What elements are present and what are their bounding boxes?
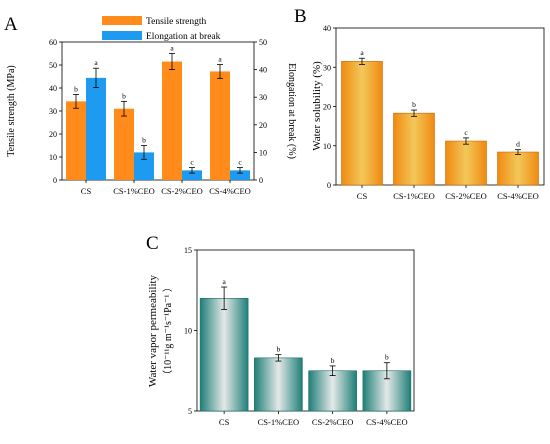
chart-a-ytick-label: 10: [49, 153, 57, 162]
chart-b-ylabel: Water solubility (%): [311, 61, 323, 151]
chart-c-significance-label: b: [331, 356, 335, 365]
chart-a-category-label: CS-2%CEO: [161, 186, 203, 196]
chart-a: Tensile strength (MPa) Elongation at bre…: [6, 16, 297, 196]
chart-c-category-label: CS-1%CEO: [258, 417, 300, 427]
chart-c: Water vapor permeability （10⁻¹¹g m⁻¹s⁻¹P…: [147, 246, 415, 427]
chart-a-significance-label: a: [218, 55, 222, 64]
chart-a-significance-label: a: [94, 58, 98, 67]
legend-label-tensile: Tensile strength: [146, 17, 207, 27]
chart-c-ylabel-line1: Water vapor permeability: [147, 274, 159, 387]
chart-a-y2tick-label: 10: [259, 148, 267, 157]
chart-b: Water solubility (%) 0 10 20 30 40 CS a CS-1%CE…: [311, 24, 545, 201]
chart-b-bar: [393, 112, 435, 186]
chart-a-ytick-label: 30: [49, 107, 57, 116]
chart-b-significance-label: b: [412, 100, 416, 109]
legend-swatch-tensile: [102, 16, 142, 25]
chart-c-bar: [199, 297, 249, 412]
chart-b-significance-label: c: [464, 128, 468, 137]
chart-a-y2tick-label: 0: [259, 176, 263, 185]
chart-a-ytick-label: 50: [49, 61, 57, 70]
chart-c-category-label: CS-2%CEO: [312, 417, 354, 427]
chart-b-bar: [445, 140, 487, 186]
chart-a-ytick-label: 60: [49, 38, 57, 47]
chart-b-category-label: CS-4%CEO: [497, 191, 539, 201]
chart-a-bar: [210, 71, 230, 180]
chart-b-bar: [341, 61, 383, 186]
chart-c-significance-label: b: [277, 345, 281, 354]
legend-label-elongation: Elongation at break: [146, 32, 221, 42]
chart-c-ytick-label: 5: [188, 407, 192, 416]
chart-c-bar: [362, 370, 412, 412]
chart-a-category-label: CS-4%CEO: [209, 186, 251, 196]
chart-a-category-label: CS: [81, 186, 92, 196]
chart-b-ytick-label: 30: [323, 63, 331, 72]
chart-a-bar: [134, 152, 154, 180]
chart-a-ylabel: Tensile strength (MPa): [6, 65, 17, 157]
chart-a-bar: [114, 108, 134, 180]
chart-b-category-label: CS: [357, 191, 368, 201]
chart-b-ytick-label: 10: [323, 142, 331, 151]
chart-a-bar: [230, 170, 250, 180]
chart-a-y2tick-label: 40: [259, 66, 267, 75]
legend-swatch-elongation: [102, 31, 142, 40]
chart-a-significance-label: b: [74, 84, 78, 93]
chart-c-bar: [254, 357, 303, 412]
chart-b-bar: [497, 151, 539, 186]
chart-c-category-label: CS-4%CEO: [366, 417, 408, 427]
chart-a-bar: [182, 170, 202, 180]
chart-b-category-label: CS-2%CEO: [445, 191, 487, 201]
chart-a-ytick-label: 0: [53, 176, 57, 185]
chart-b-ytick-label: 20: [323, 103, 331, 112]
chart-a-y2label: Elongation at break (%): [286, 63, 297, 159]
chart-b-ytick-label: 0: [327, 181, 331, 190]
chart-a-significance-label: c: [238, 158, 242, 167]
chart-a-bar: [162, 61, 182, 180]
chart-a-y2tick-label: 30: [259, 93, 267, 102]
panel-letter-c: C: [146, 233, 159, 254]
panel-letter-a: A: [4, 14, 18, 35]
chart-b-significance-label: d: [516, 140, 520, 149]
chart-a-y2tick-label: 50: [259, 38, 267, 47]
chart-c-bar: [308, 370, 357, 412]
chart-a-significance-label: a: [170, 44, 174, 53]
chart-c-ylabel-line2: （10⁻¹¹g m⁻¹s⁻¹Pa⁻¹ ）: [162, 282, 174, 380]
chart-c-ytick-label: 15: [184, 246, 192, 255]
chart-a-bar: [86, 77, 106, 180]
chart-a-bar: [66, 101, 86, 180]
chart-a-category-label: CS-1%CEO: [113, 186, 155, 196]
chart-a-y2tick-label: 20: [259, 121, 267, 130]
chart-c-category-label: CS: [219, 417, 230, 427]
panel-letter-b: B: [294, 6, 307, 27]
chart-c-ytick-label: 10: [184, 327, 192, 336]
chart-c-significance-label: a: [222, 277, 226, 286]
chart-a-significance-label: b: [142, 136, 146, 145]
chart-b-category-label: CS-1%CEO: [393, 191, 435, 201]
chart-a-ytick-label: 20: [49, 130, 57, 139]
chart-b-ytick-label: 40: [323, 24, 331, 33]
chart-a-significance-label: c: [190, 158, 194, 167]
chart-a-ytick-label: 40: [49, 84, 57, 93]
chart-c-significance-label: b: [385, 353, 389, 362]
chart-b-significance-label: a: [360, 48, 364, 57]
chart-a-significance-label: b: [122, 91, 126, 100]
